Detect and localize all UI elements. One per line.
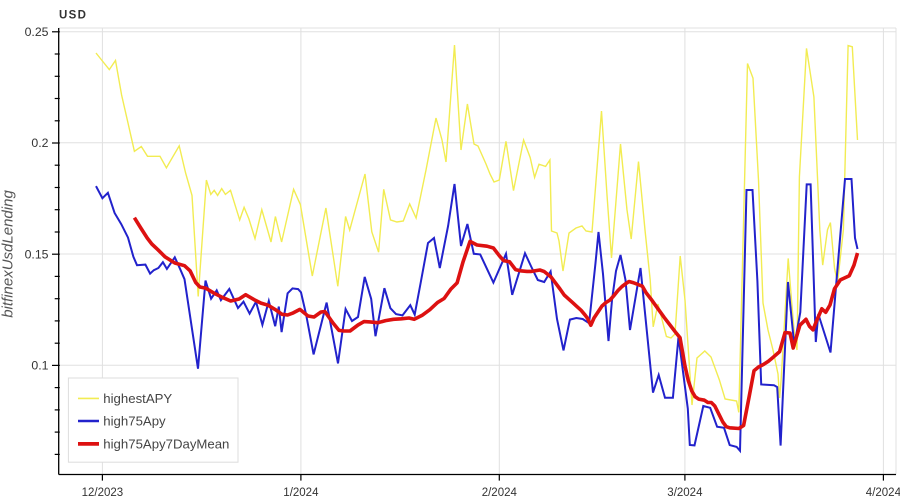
svg-text:0.15: 0.15 (25, 247, 49, 261)
svg-text:high75Apy: high75Apy (103, 414, 166, 429)
svg-text:1/2024: 1/2024 (283, 487, 319, 499)
svg-text:0.2: 0.2 (31, 136, 48, 150)
svg-text:bitfinexUsdLending: bitfinexUsdLending (0, 190, 17, 318)
svg-text:4/2024: 4/2024 (866, 487, 900, 499)
svg-text:0.25: 0.25 (25, 25, 49, 39)
svg-text:highestAPY: highestAPY (103, 391, 172, 406)
svg-text:0.1: 0.1 (31, 359, 48, 373)
svg-text:USD: USD (59, 10, 87, 22)
svg-text:12/2023: 12/2023 (82, 487, 124, 499)
svg-text:high75Apy7DayMean: high75Apy7DayMean (103, 437, 229, 452)
svg-text:2/2024: 2/2024 (482, 487, 518, 499)
svg-text:3/2024: 3/2024 (667, 487, 703, 499)
